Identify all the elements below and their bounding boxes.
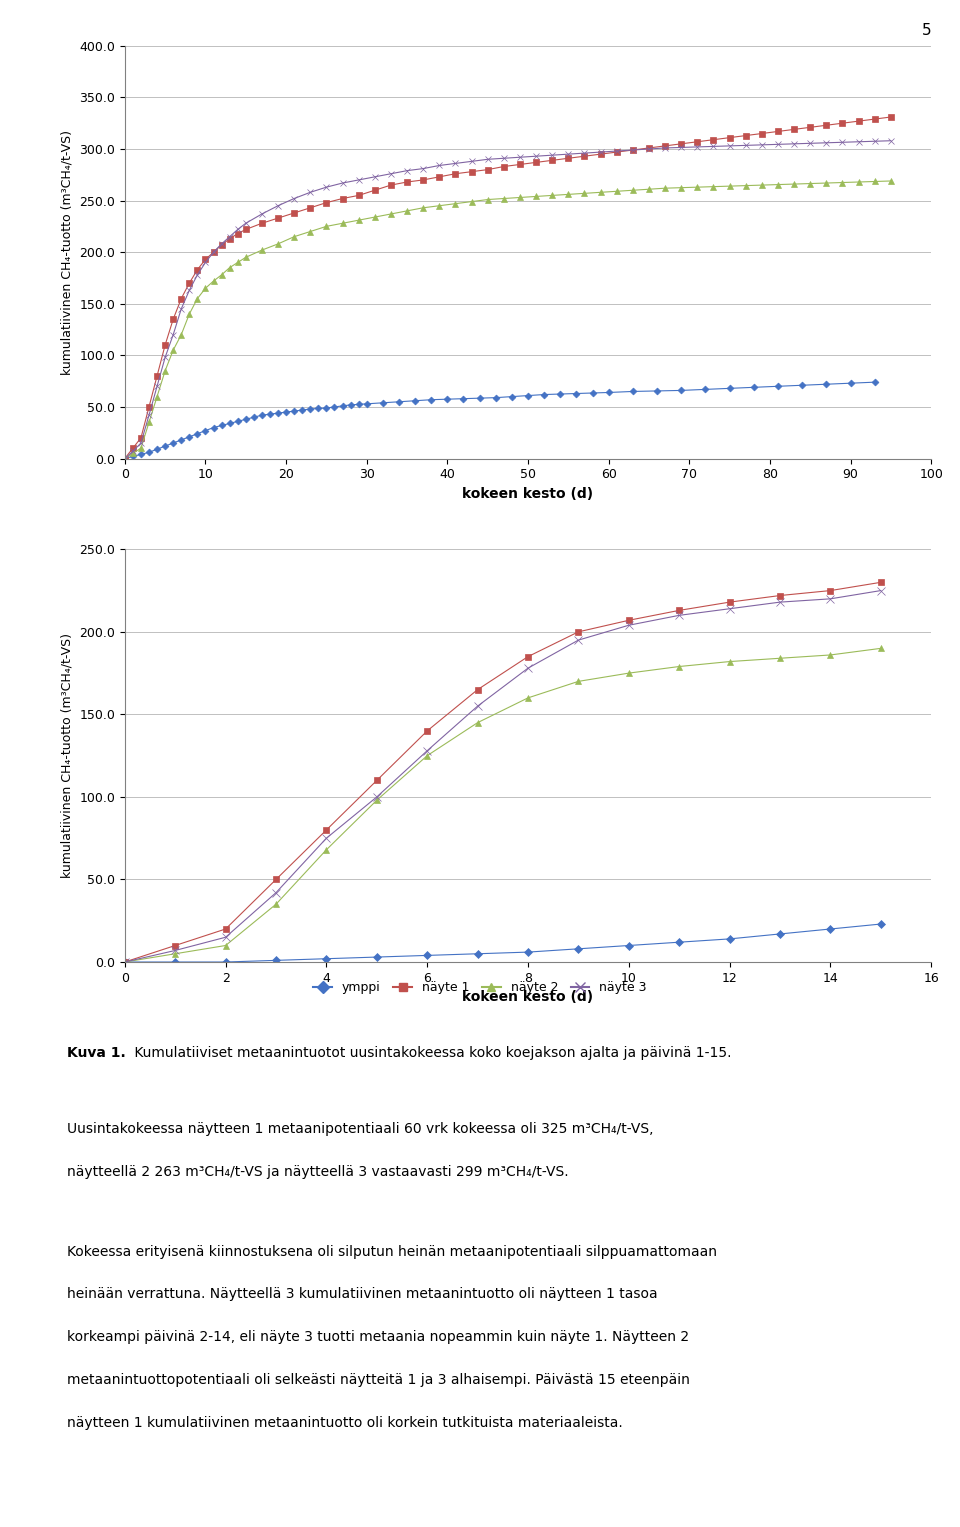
Text: metaanintuottopotentiaali oli selkeästi näytteitä 1 ja 3 alhaisempi. Päivästä 15: metaanintuottopotentiaali oli selkeästi …	[67, 1373, 690, 1387]
Legend: ymppi, näyte 1, näyte 2, näyte 3: ymppi, näyte 1, näyte 2, näyte 3	[308, 976, 652, 999]
Y-axis label: kumulatiivinen CH₄-tuotto (m³CH₄/t-VS): kumulatiivinen CH₄-tuotto (m³CH₄/t-VS)	[60, 634, 74, 878]
Text: Kuva 1.: Kuva 1.	[67, 1046, 126, 1060]
Text: Kokeessa erityisenä kiinnostuksena oli silputun heinän metaanipotentiaali silppu: Kokeessa erityisenä kiinnostuksena oli s…	[67, 1245, 717, 1258]
X-axis label: kokeen kesto (d): kokeen kesto (d)	[463, 487, 593, 501]
Text: heinään verrattuna. Näytteellä 3 kumulatiivinen metaanintuotto oli näytteen 1 ta: heinään verrattuna. Näytteellä 3 kumulat…	[67, 1287, 658, 1301]
Y-axis label: kumulatiivinen CH₄-tuotto (m³CH₄/t-VS): kumulatiivinen CH₄-tuotto (m³CH₄/t-VS)	[60, 130, 74, 374]
Text: näytteellä 2 263 m³CH₄/t-VS ja näytteellä 3 vastaavasti 299 m³CH₄/t-VS.: näytteellä 2 263 m³CH₄/t-VS ja näytteell…	[67, 1165, 569, 1179]
Text: Uusintakokeessa näytteen 1 metaanipotentiaali 60 vrk kokeessa oli 325 m³CH₄/t-VS: Uusintakokeessa näytteen 1 metaanipotent…	[67, 1122, 654, 1136]
Text: näytteen 1 kumulatiivinen metaanintuotto oli korkein tutkituista materiaaleista.: näytteen 1 kumulatiivinen metaanintuotto…	[67, 1416, 623, 1429]
Text: Kumulatiiviset metaanintuotot uusintakokeessa koko koejakson ajalta ja päivinä 1: Kumulatiiviset metaanintuotot uusintakok…	[130, 1046, 732, 1060]
Text: korkeampi päivinä 2-14, eli näyte 3 tuotti metaania nopeammin kuin näyte 1. Näyt: korkeampi päivinä 2-14, eli näyte 3 tuot…	[67, 1330, 689, 1344]
X-axis label: kokeen kesto (d): kokeen kesto (d)	[463, 991, 593, 1005]
Text: 5: 5	[922, 23, 931, 38]
